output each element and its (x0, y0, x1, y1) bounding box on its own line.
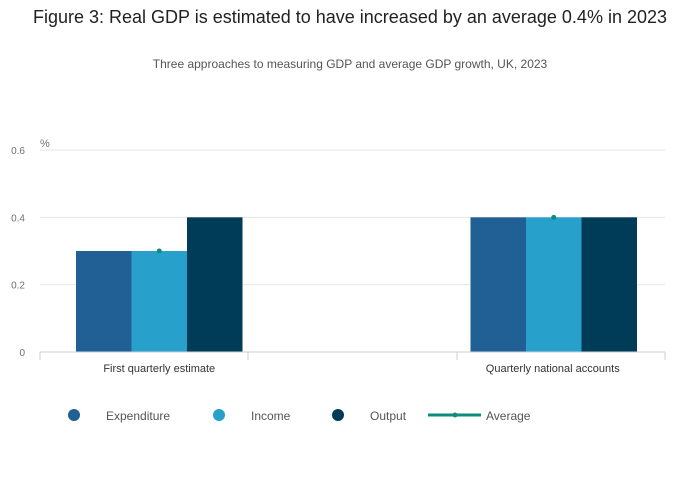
y-tick-label: 0 (19, 348, 25, 359)
y-tick-label: 0.2 (11, 281, 25, 292)
bar-output (581, 217, 637, 352)
y-tick-label: 0.4 (11, 213, 25, 224)
average-markers (156, 214, 557, 254)
y-axis-unit: % (40, 138, 50, 150)
legend-swatch (68, 409, 80, 421)
y-axis-ticks: 0 0.2 0.4 0.6 (11, 146, 25, 359)
x-category-label: First quarterly estimate (103, 363, 215, 375)
chart-title: Figure 3: Real GDP is estimated to have … (32, 7, 668, 27)
legend-label: Expenditure (106, 409, 170, 423)
legend-item-expenditure[interactable]: Expenditure (68, 409, 170, 423)
bar-income (526, 217, 582, 352)
chart-subtitle: Three approaches to measuring GDP and av… (152, 57, 548, 71)
average-marker (156, 248, 162, 254)
legend-label: Average (486, 409, 531, 423)
y-tick-label: 0.6 (11, 146, 25, 157)
x-axis: First quarterly estimate Quarterly nation… (39, 351, 666, 375)
legend-item-output[interactable]: Output (332, 409, 407, 423)
legend-swatch (213, 409, 225, 421)
legend-swatch (332, 409, 344, 421)
average-marker (551, 214, 557, 220)
bar-expenditure (76, 251, 132, 352)
legend-marker (452, 412, 458, 418)
legend-item-average[interactable]: Average (428, 409, 531, 423)
x-category-label: Quarterly national accounts (486, 363, 620, 375)
bar-income (131, 251, 187, 352)
legend-item-income[interactable]: Income (213, 409, 291, 423)
legend: Expenditure Income Output Average (68, 409, 531, 423)
legend-label: Output (370, 409, 407, 423)
bar-expenditure (470, 217, 526, 352)
legend-label: Income (251, 409, 291, 423)
bars (76, 217, 637, 352)
bar-output (187, 217, 243, 352)
